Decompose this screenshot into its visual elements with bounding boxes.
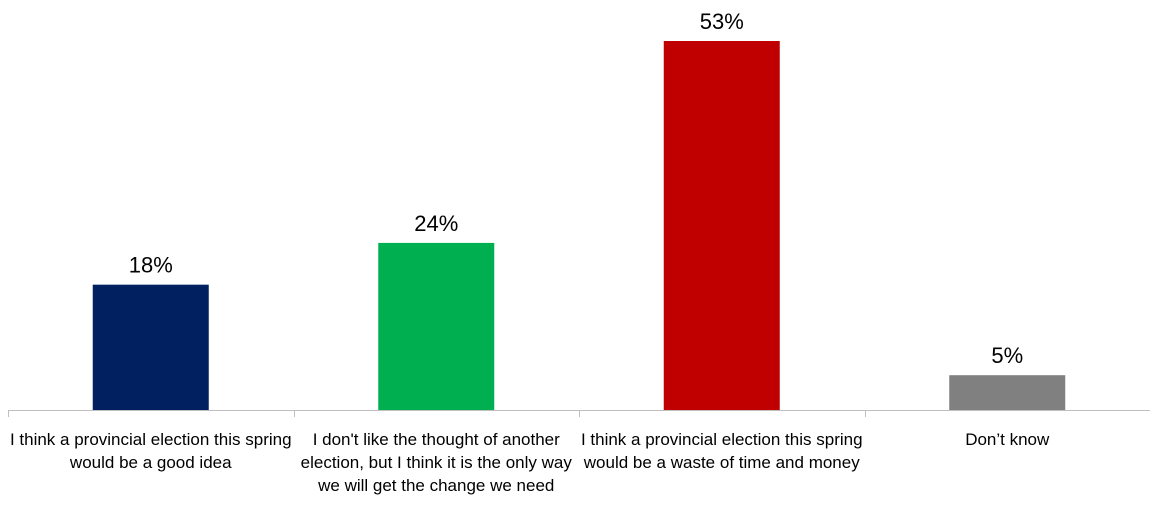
category-label: I think a provincial election this sprin… bbox=[580, 430, 863, 472]
category-label: I don't like the thought of another elec… bbox=[300, 430, 572, 495]
bar bbox=[663, 41, 780, 410]
bar bbox=[378, 242, 495, 410]
category-label: I think a provincial election this sprin… bbox=[9, 430, 292, 472]
bars-group: 18% 24% 53% 5% bbox=[92, 9, 1066, 410]
bar bbox=[949, 375, 1066, 410]
data-label: 5% bbox=[991, 343, 1023, 368]
data-label: 24% bbox=[414, 211, 458, 236]
category-label: Don’t know bbox=[965, 430, 1050, 449]
data-label: 53% bbox=[700, 9, 744, 34]
bar bbox=[92, 284, 209, 410]
data-label: 18% bbox=[129, 253, 173, 278]
x-axis bbox=[8, 410, 1150, 417]
